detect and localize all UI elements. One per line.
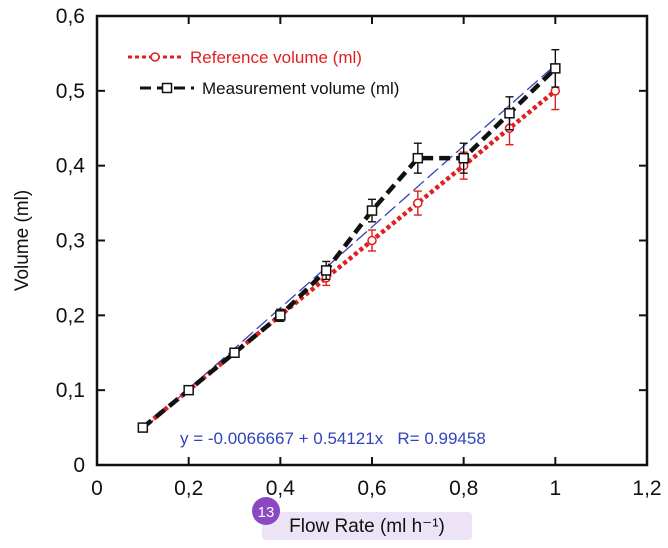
y-tick-label: 0,2 bbox=[56, 304, 85, 327]
series-group bbox=[137, 48, 561, 433]
legend: Reference volume (ml) Measurement volume … bbox=[128, 48, 399, 98]
x-tick-label: 0,6 bbox=[357, 477, 386, 500]
y-tick-label: 0,5 bbox=[56, 80, 85, 103]
data-point-square bbox=[137, 422, 149, 433]
x-axis-title: Flow Rate (ml h⁻¹) bbox=[289, 516, 445, 537]
series-line-1 bbox=[141, 66, 557, 430]
data-point-square bbox=[275, 310, 286, 321]
x-tick-label: 0,2 bbox=[174, 477, 203, 500]
x-tick-label: 1 bbox=[549, 477, 561, 500]
legend-marker-circle bbox=[150, 52, 160, 62]
step-badge-label: 13 bbox=[258, 504, 275, 521]
data-point-square bbox=[550, 63, 561, 74]
fit-equation-label: y = -0.0066667 + 0.54121x R= 0.99458 bbox=[180, 429, 486, 448]
data-point-square bbox=[183, 384, 194, 396]
x-tick-label: 1,2 bbox=[632, 477, 661, 500]
y-tick-label: 0,1 bbox=[56, 379, 85, 402]
legend-label: Reference volume (ml) bbox=[190, 48, 362, 67]
data-point-square bbox=[412, 152, 424, 164]
series-line-0 bbox=[141, 89, 557, 430]
y-axis-title: Volume (ml) bbox=[12, 190, 33, 291]
data-point-square bbox=[320, 265, 332, 276]
fit-line-group bbox=[142, 64, 556, 430]
data-point-square bbox=[229, 347, 240, 358]
data-point-circle bbox=[367, 235, 377, 246]
y-tick-label: 0,4 bbox=[56, 155, 86, 178]
legend-marker-square bbox=[161, 82, 173, 94]
fit-line bbox=[142, 64, 556, 430]
data-point-square bbox=[504, 108, 515, 119]
y-tick-label: 0,3 bbox=[56, 230, 85, 253]
data-point-square bbox=[458, 152, 469, 164]
step-badge bbox=[252, 497, 280, 525]
x-tick-label: 0,8 bbox=[449, 477, 478, 500]
data-point-circle bbox=[413, 198, 423, 208]
data-point-square bbox=[366, 205, 378, 216]
data-point-circle bbox=[550, 86, 561, 96]
x-tick-label: 0,4 bbox=[266, 477, 296, 500]
x-tick-label: 0 bbox=[91, 477, 103, 500]
x-axis-title-highlight bbox=[262, 512, 472, 540]
legend-label: Measurement volume (ml) bbox=[202, 79, 399, 98]
y-tick-label: 0 bbox=[73, 454, 85, 477]
y-tick-label: 0,6 bbox=[56, 5, 85, 28]
axes: 0 0,2 0,4 0,6 0,8 1 1,2 0 0,1 0,2 0,3 0,4 0,5 0,6 bbox=[56, 5, 662, 500]
